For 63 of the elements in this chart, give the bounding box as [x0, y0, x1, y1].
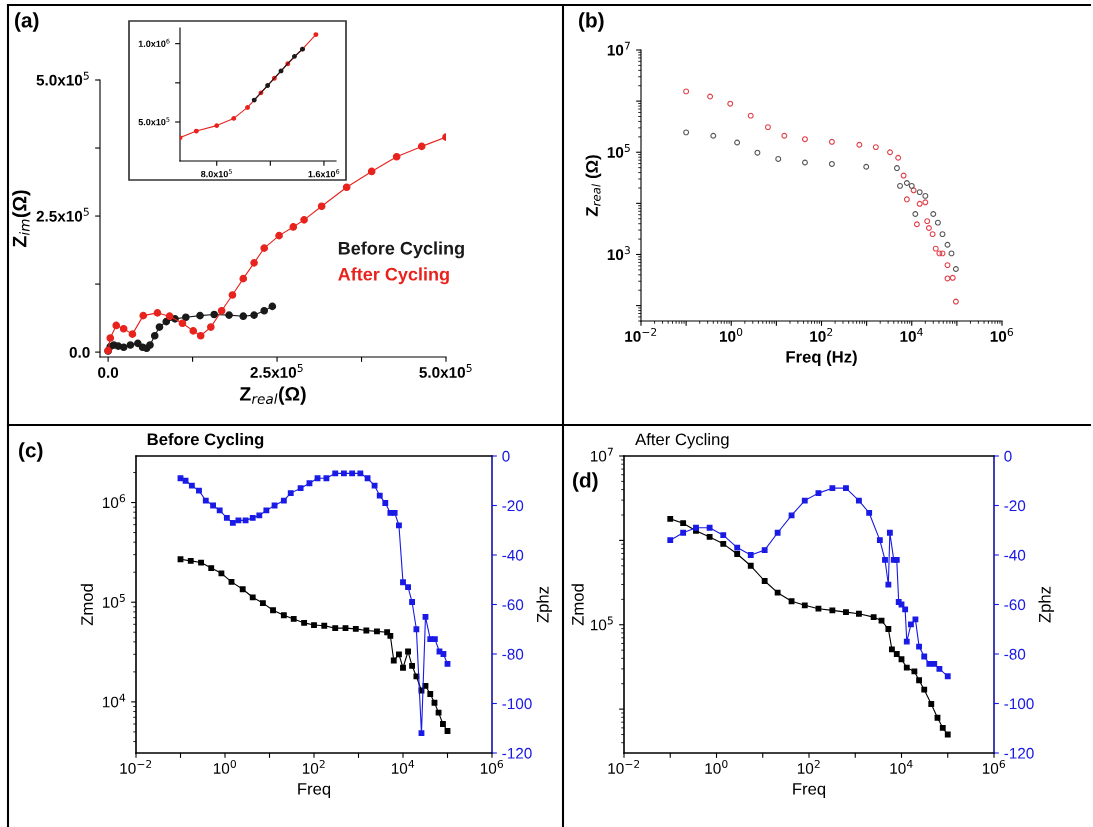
- y2-tick-label: -120: [502, 747, 532, 759]
- text: (c): [19, 442, 43, 462]
- x-tick-label: 10$^{6}$: [480, 759, 504, 774]
- y-tick-label: 10$^{7}$: [591, 447, 613, 462]
- x-tick-label: 10$^{−2}$: [608, 759, 640, 774]
- y-axis-title: Z$_{real}$ (Ω): [585, 155, 602, 217]
- y2-tick-label: -100: [1004, 698, 1034, 710]
- y-axis-title: Z$_{im}$(Ω): [12, 190, 31, 248]
- y2-tick-label: -80: [1004, 648, 1026, 660]
- x-tick-label: 10$^{0}$: [719, 327, 743, 342]
- text: After Cycling: [338, 267, 449, 285]
- chart-title: Before Cycling: [147, 432, 264, 449]
- y2-tick-label: -20: [502, 500, 524, 512]
- text: (b): [579, 12, 604, 32]
- y2-tick-label: -100: [502, 698, 532, 710]
- x-tick-label: 10$^{2}$: [302, 759, 325, 774]
- y-tick-label: 0.0: [69, 346, 90, 358]
- y-tick-label: 2.5x10$^{5}$: [36, 207, 89, 222]
- x-tick-label: 10$^{4}$: [391, 760, 415, 774]
- x-tick-label: 8.0x10$^{5}$: [200, 169, 232, 178]
- x-tick-label: 10$^{2}$: [797, 759, 820, 774]
- text: Before Cycling: [338, 241, 464, 259]
- y2-tick-label: -120: [1004, 747, 1034, 759]
- y2-axis-title: Zphz: [1038, 586, 1054, 623]
- y2-tick-label: -40: [502, 549, 524, 561]
- x-tick-label: 10$^{0}$: [705, 759, 728, 774]
- y-tick-label: 10$^{7}$: [607, 41, 630, 56]
- x-tick-label: 10$^{2}$: [810, 327, 833, 342]
- x-axis-title: Freq (Hz): [786, 350, 857, 367]
- y2-tick-label: 0: [1004, 450, 1012, 462]
- y-axis-title: Zmod: [571, 584, 584, 626]
- y2-tick-label: -80: [502, 648, 524, 660]
- y-tick-label: 5.0x10$^{5}$: [36, 71, 89, 86]
- x-tick-label: 10$^{6}$: [990, 327, 1014, 342]
- x-tick-label: 5.0x10$^{5}$: [419, 364, 472, 378]
- x-tick-label: 10$^{−2}$: [120, 759, 152, 774]
- x-tick-label: 10$^{4}$: [900, 328, 923, 342]
- y-tick-label: 10$^{5}$: [607, 144, 630, 158]
- x-tick-label: 2.5x10$^{5}$: [250, 364, 303, 378]
- text: (d): [573, 472, 598, 492]
- y-tick-label: 1.0x10$^{6}$: [138, 38, 170, 47]
- chart-title: After Cycling: [635, 433, 729, 449]
- x-tick-label: 10$^{6}$: [982, 759, 1006, 774]
- x-tick-label: 10$^{0}$: [213, 759, 237, 774]
- x-axis-title: Freq: [793, 783, 826, 799]
- x-tick-label: 10$^{−2}$: [625, 327, 657, 342]
- text: (a): [15, 12, 39, 32]
- x-tick-label: 1.6x10$^{6}$: [308, 169, 340, 178]
- y2-tick-label: -20: [1004, 500, 1026, 512]
- y2-tick-label: -60: [502, 599, 524, 611]
- y2-tick-label: 0: [502, 450, 510, 462]
- x-axis-title: Z$_{real}$(Ω): [239, 386, 306, 405]
- y2-axis-title: Zphz: [536, 586, 552, 623]
- y-tick-label: 10$^{3}$: [607, 246, 630, 261]
- y-tick-label: 10$^{5}$: [103, 593, 125, 608]
- y-tick-label: 10$^{5}$: [591, 616, 613, 631]
- y-tick-label: 10$^{4}$: [103, 693, 126, 708]
- x-axis-title: Freq: [298, 783, 331, 799]
- y-axis-title: Zmod: [80, 584, 93, 626]
- y2-tick-label: -60: [1004, 599, 1026, 611]
- x-tick-label: 10$^{4}$: [890, 760, 913, 774]
- y-tick-label: 10$^{6}$: [103, 494, 126, 509]
- y2-tick-label: -40: [1004, 549, 1026, 561]
